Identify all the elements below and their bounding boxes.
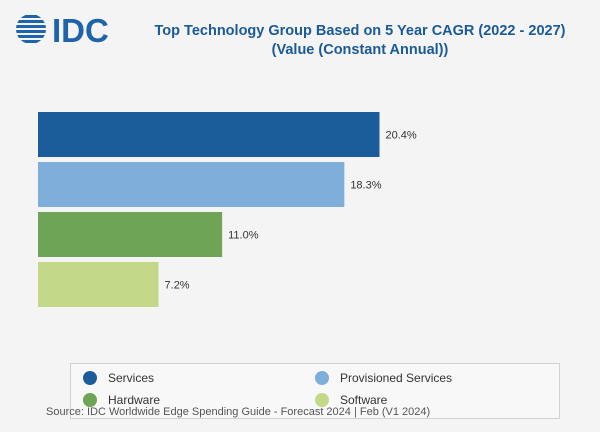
legend-item-provisioned-services: Provisioned Services [315,371,452,385]
legend-label-services: Services [108,371,155,385]
legend: Services Provisioned Services Hardware S… [70,363,560,419]
legend-swatch-provisioned-services [315,371,329,385]
chart-title: Top Technology Group Based on 5 Year CAG… [128,22,592,60]
legend-label-software: Software [340,393,388,407]
legend-label-hardware: Hardware [108,393,161,407]
data-label-hardware: 11.0% [228,230,259,242]
chart-title-line2: (Value (Constant Annual)) [271,42,449,58]
legend-item-hardware: Hardware [83,393,160,407]
logo-text: IDC [52,12,109,47]
bar-software [38,262,159,307]
idc-globe-icon: IDC [16,12,109,49]
bar-hardware [38,212,223,257]
legend-item-software: Software [315,393,387,407]
bar-services [38,112,380,157]
data-label-software: 7.2% [165,280,190,292]
legend-swatch-hardware [83,393,97,407]
legend-swatch-services [83,371,97,385]
data-label-provisioned-services: 18.3% [350,180,381,192]
legend-label-provisioned-services: Provisioned Services [340,371,453,385]
bar-provisioned-services [38,162,345,207]
bar-chart: 20.4% 18.3% 11.0% 7.2% [38,112,417,307]
idc-logo: IDC [14,11,126,49]
legend-swatch-software [315,393,329,407]
source-note: Source: IDC Worldwide Edge Spending Guid… [46,406,431,418]
chart-title-line1: Top Technology Group Based on 5 Year CAG… [154,23,566,39]
legend-item-services: Services [83,371,154,385]
data-label-services: 20.4% [385,130,416,142]
